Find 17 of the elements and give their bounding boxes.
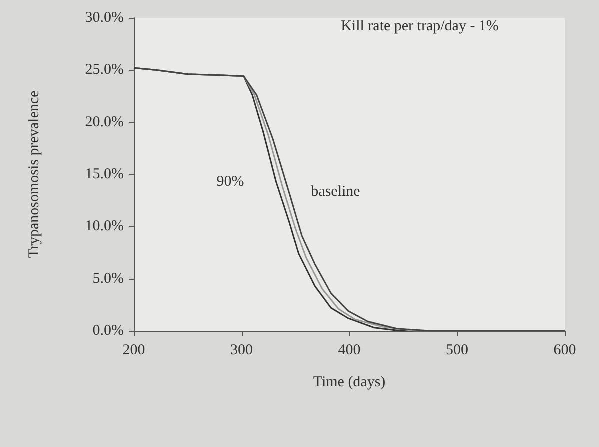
y-tick-label: 5.0%	[92, 270, 124, 287]
y-tick-label: 25.0%	[85, 62, 124, 78]
y-tick-label: 0.0%	[92, 323, 124, 339]
x-tick-label: 400	[338, 342, 361, 358]
x-tick-label: 600	[554, 342, 576, 358]
y-tick-label: 15.0%	[85, 166, 124, 182]
x-axis-title: Time (days)	[313, 374, 386, 390]
series-label: baseline	[311, 184, 361, 200]
chart-title: Kill rate per trap/day - 1%	[341, 18, 499, 34]
x-tick-label: 300	[230, 342, 253, 358]
x-tick-label: 200	[122, 342, 146, 358]
series-label: 90%	[216, 174, 244, 190]
y-tick-label: 10.0%	[85, 218, 124, 235]
y-axis-title: Trypanosomosis prevalence	[26, 90, 42, 258]
y-tick-label: 30.0%	[85, 10, 124, 26]
y-tick-label: 20.0%	[85, 114, 124, 130]
x-tick-label: 500	[446, 342, 468, 358]
